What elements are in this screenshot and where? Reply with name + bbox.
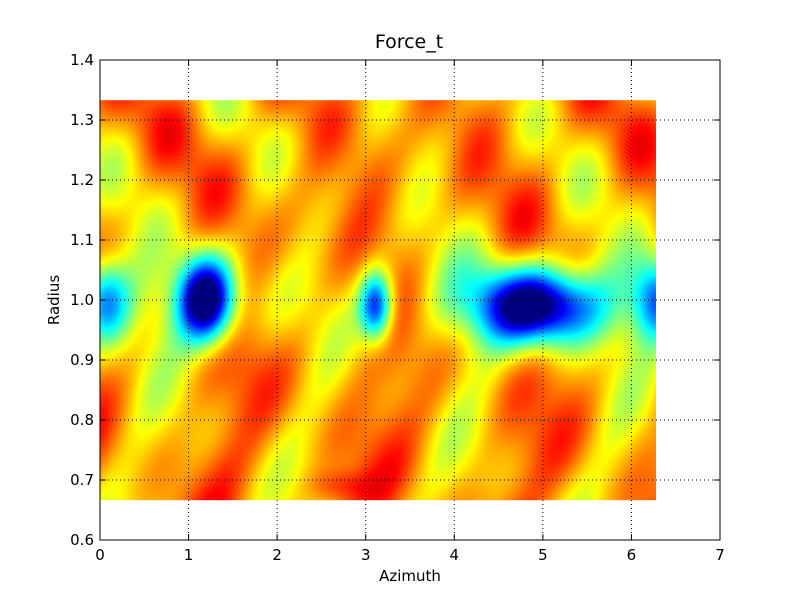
axis-ticks: 0 1 2 3 4 5 6 7 0.6 0.7 0.8 0.9 1.0 1.1 1.2 1.3 1.4 [70,51,725,564]
x-axis-label: Azimuth [379,567,441,585]
x-tick-label: 0 [95,546,105,564]
y-axis-label: Radius [45,275,63,325]
y-tick-label: 1.4 [70,51,94,69]
chart-title: Force_t [375,31,443,53]
y-tick-label: 1.1 [70,231,94,249]
x-tick-label: 6 [627,546,637,564]
x-tick-label: 2 [272,546,282,564]
x-tick-label: 5 [538,546,548,564]
y-tick-label: 1.2 [70,171,94,189]
x-tick-label: 3 [361,546,371,564]
y-tick-label: 0.8 [70,411,94,429]
x-tick-label: 1 [184,546,194,564]
y-tick-label: 0.9 [70,351,94,369]
plot-area: 0 1 2 3 4 5 6 7 0.6 0.7 0.8 0.9 1.0 1.1 1.2 1.3 1.4 [70,51,725,564]
x-tick-label: 4 [450,546,460,564]
x-tick-label: 7 [715,546,725,564]
y-tick-label: 0.6 [70,531,94,549]
y-tick-label: 0.7 [70,471,94,489]
grid-lines [100,60,720,540]
y-tick-label: 1.3 [70,111,94,129]
y-tick-label: 1.0 [70,291,94,309]
